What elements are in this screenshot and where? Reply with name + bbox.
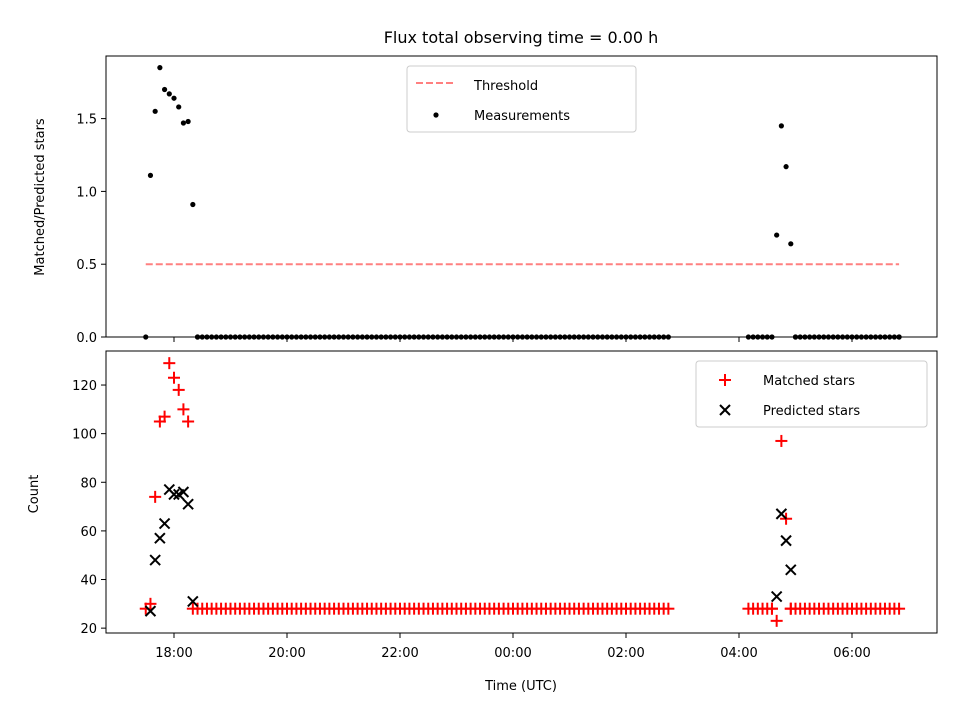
predicted-star-point	[187, 595, 199, 608]
x-tick-label: 04:00	[720, 646, 757, 661]
predicted-star-point	[144, 605, 157, 617]
predicted-star-point	[177, 486, 190, 498]
measurement-point	[176, 104, 182, 110]
y-tick-label: 60	[80, 525, 97, 540]
measurement-point	[161, 86, 168, 93]
measurement-point	[166, 91, 172, 97]
y-tick-label: 40	[80, 574, 97, 589]
predicted-star-point	[154, 532, 166, 544]
top-y-axis-label: Matched/Predicted stars	[33, 118, 48, 276]
measurement-point	[152, 108, 158, 114]
x-tick-label: 20:00	[268, 646, 305, 661]
y-tick-label: 100	[72, 428, 97, 443]
measurement-point	[147, 172, 154, 178]
legend-matched-label: Matched stars	[763, 374, 855, 389]
predicted-star-point	[785, 564, 797, 576]
matched-star-point	[775, 434, 788, 447]
ratio-panel: 0.0 0.5 1.0 1.5 Matched/Predicted stars Thr…	[33, 55, 938, 346]
axes-frame	[105, 350, 938, 634]
matched-star-point	[163, 357, 176, 370]
y-tick-label: 120	[72, 379, 97, 394]
measurement-point	[157, 65, 163, 71]
measurement-point	[171, 95, 177, 101]
bottom-legend: Matched stars Predicted stars	[695, 360, 928, 428]
predicted-star-point	[775, 508, 788, 520]
predicted-star-point	[158, 517, 171, 530]
bottom-y-axis-label: Count	[27, 475, 42, 514]
matched-star-point	[144, 597, 157, 610]
predicted-star-point	[168, 488, 180, 501]
x-tick-label: 06:00	[833, 646, 870, 661]
measurement-point	[190, 201, 196, 208]
matched-star-point	[149, 490, 162, 503]
legend-predicted-marker	[719, 404, 731, 416]
measurement-point	[788, 241, 794, 247]
x-tick-label: 02:00	[607, 646, 644, 661]
x-tick-label: 22:00	[381, 646, 418, 661]
legend-measurements-label: Measurements	[474, 109, 570, 124]
matched-star-point	[168, 371, 180, 384]
y-tick-label: 80	[80, 476, 97, 491]
legend-measurements-marker	[433, 112, 439, 118]
predicted-star-point	[780, 534, 792, 547]
legend-threshold-label: Threshold	[473, 79, 538, 94]
matched-star-point	[893, 602, 906, 615]
y-tick-label: 1.0	[76, 185, 97, 200]
matched-star-point	[662, 602, 675, 615]
measurement-point	[185, 118, 191, 125]
matched-star-point	[172, 383, 185, 396]
matched-star-point	[177, 403, 190, 416]
matched-star-point	[765, 602, 778, 615]
legend-predicted-label: Predicted stars	[763, 404, 860, 419]
x-tick-label: 00:00	[494, 646, 531, 661]
y-tick-label: 1.5	[76, 113, 97, 128]
count-panel: 20 40 60 80 100 120 18:00 20:00 22:00 00:00 02:00 0…	[27, 350, 938, 661]
matched-star-point	[182, 415, 195, 428]
x-tick-label: 18:00	[155, 646, 192, 661]
chart-title: Flux total observing time = 0.00 h	[384, 28, 659, 47]
measurement-point	[180, 120, 187, 126]
predicted-star-point	[770, 590, 783, 603]
matched-star-point	[770, 614, 783, 627]
measurement-point	[778, 123, 784, 129]
predicted-star-point	[149, 554, 161, 566]
measurement-point	[774, 232, 780, 238]
legend-matched-marker	[719, 374, 731, 386]
y-tick-label: 20	[80, 622, 97, 637]
top-legend: Threshold Measurements	[406, 65, 637, 133]
y-tick-label: 0.0	[76, 331, 97, 346]
matched-star-point	[158, 410, 171, 423]
axes-frame	[105, 55, 938, 338]
predicted-star-point	[182, 498, 194, 510]
x-axis-label: Time (UTC)	[484, 679, 557, 694]
measurement-point	[783, 164, 789, 170]
y-tick-label: 0.5	[76, 258, 97, 273]
